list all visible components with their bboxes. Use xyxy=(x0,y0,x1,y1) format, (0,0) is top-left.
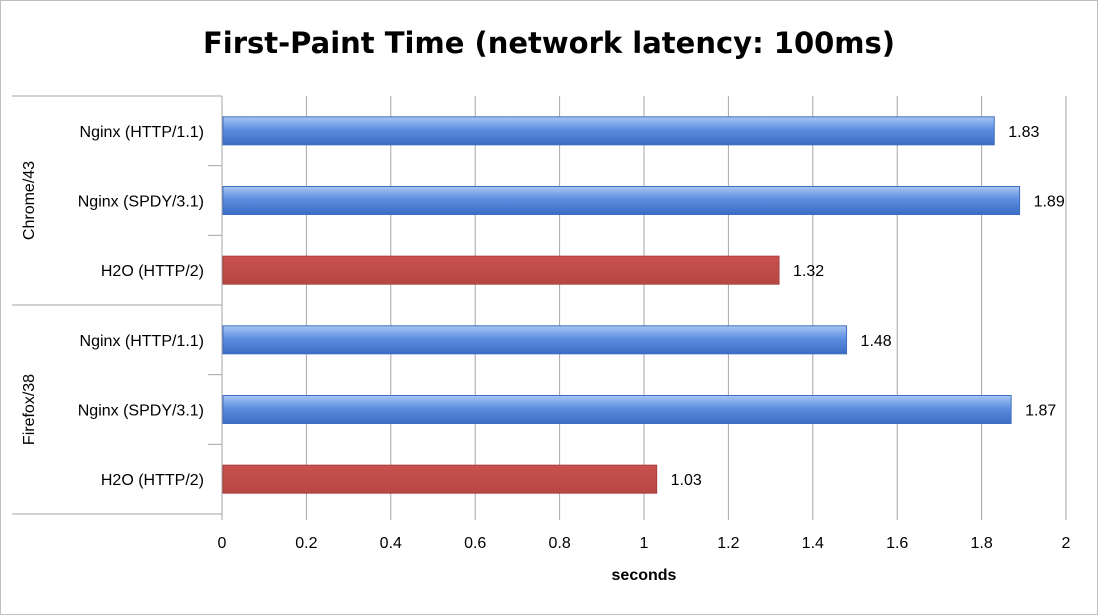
x-tick-label: 0.2 xyxy=(295,535,317,552)
x-tick-label: 1.2 xyxy=(717,535,739,552)
x-tick-label: 0.8 xyxy=(548,535,570,552)
data-label: 1.32 xyxy=(793,263,824,280)
bar-nginx xyxy=(222,395,1012,424)
bar-nginx xyxy=(222,325,848,355)
data-label: 1.03 xyxy=(671,472,702,489)
category-label: H2O (HTTP/2) xyxy=(101,263,204,280)
data-label: 1.48 xyxy=(861,333,892,350)
group-label: Firefox/38 xyxy=(21,374,38,445)
x-tick-label: 1.8 xyxy=(970,535,992,552)
x-tick-label: 0 xyxy=(218,535,227,552)
x-axis-label: seconds xyxy=(612,567,677,584)
bar-nginx xyxy=(222,116,995,146)
x-tick-label: 0.4 xyxy=(380,535,402,552)
x-tick-label: 0.6 xyxy=(464,535,486,552)
chart-title: First-Paint Time (network latency: 100ms… xyxy=(202,26,896,60)
category-label: Nginx (SPDY/3.1) xyxy=(78,194,204,211)
category-label: Nginx (HTTP/1.1) xyxy=(80,124,204,141)
data-label: 1.89 xyxy=(1034,194,1065,211)
data-label: 1.83 xyxy=(1008,124,1039,141)
bar-nginx xyxy=(222,186,1021,215)
bar-h2o xyxy=(222,464,658,494)
x-tick-label: 1.6 xyxy=(886,535,908,552)
x-tick-label: 1 xyxy=(640,535,649,552)
category-label: Nginx (HTTP/1.1) xyxy=(80,333,204,350)
category-label: H2O (HTTP/2) xyxy=(101,472,204,489)
category-label: Nginx (SPDY/3.1) xyxy=(78,403,204,420)
x-tick-label: 1.4 xyxy=(802,535,824,552)
group-label: Chrome/43 xyxy=(21,161,38,240)
x-tick-label: 2 xyxy=(1062,535,1071,552)
bar-h2o xyxy=(222,255,780,285)
data-label: 1.87 xyxy=(1025,403,1056,420)
